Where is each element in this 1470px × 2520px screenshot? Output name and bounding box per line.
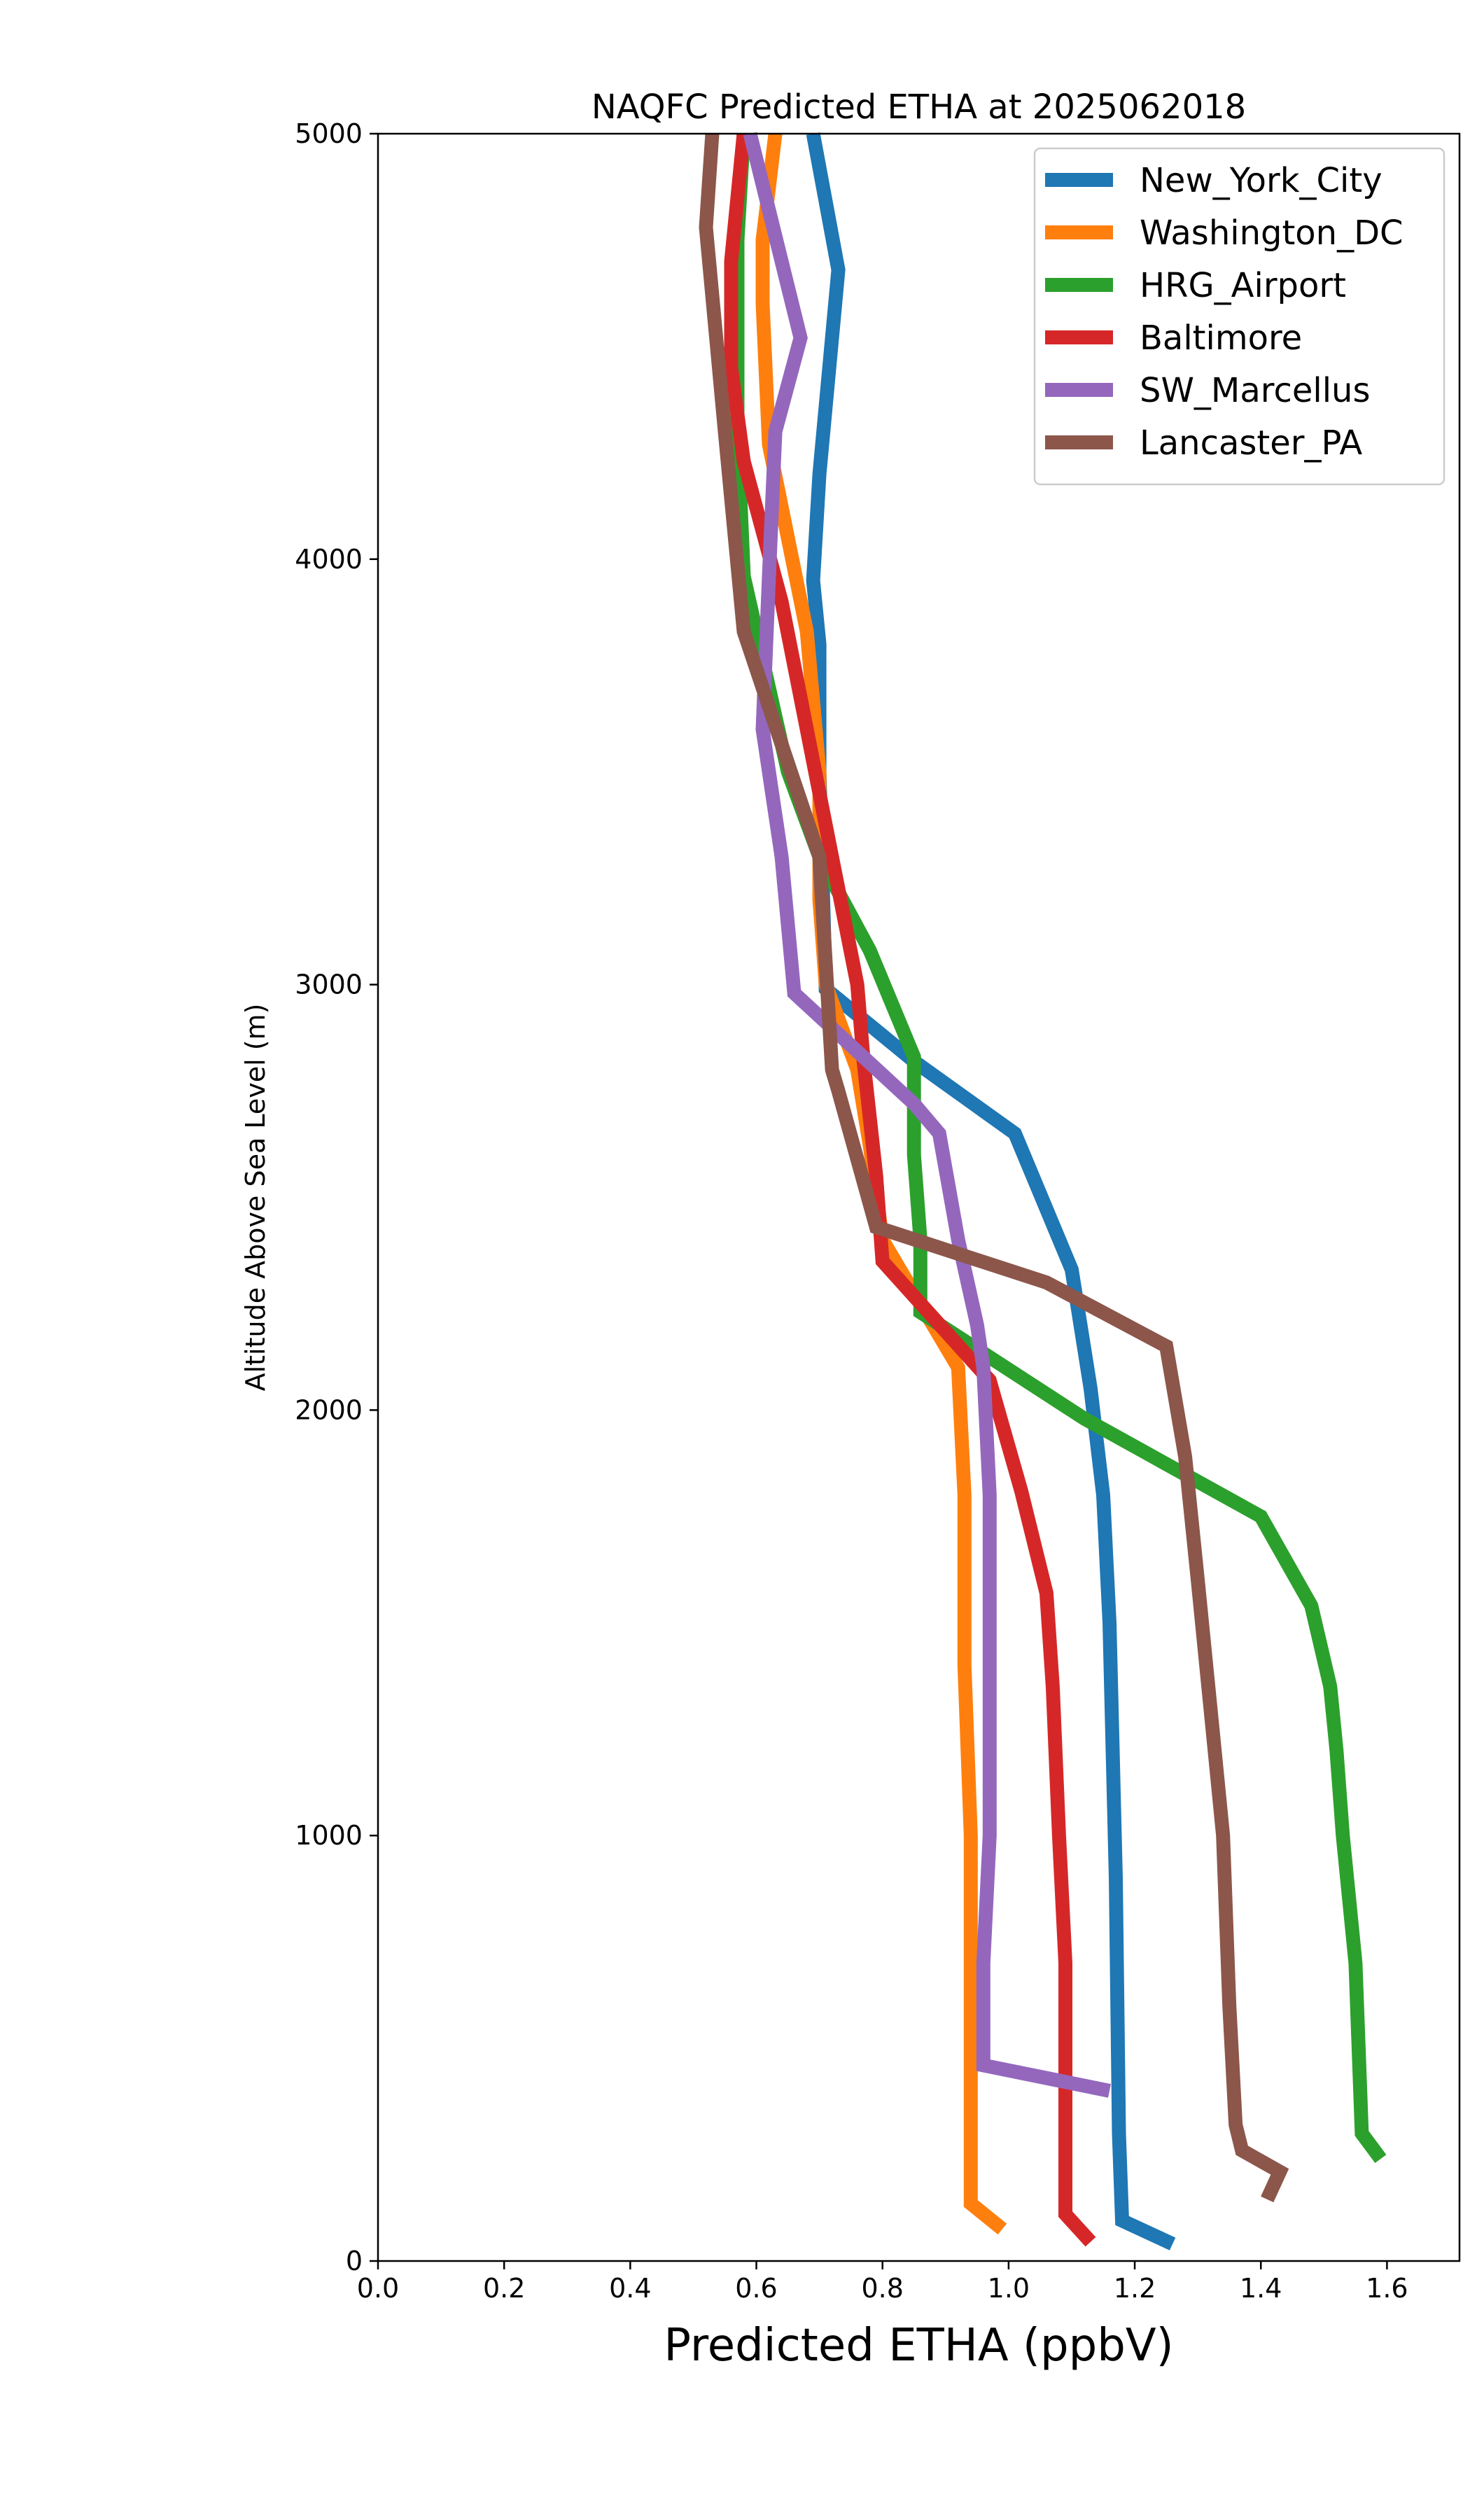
- x-tick-label: 1.4: [1240, 2273, 1282, 2304]
- legend-label: Lancaster_PA: [1140, 424, 1362, 463]
- series-line-hrg-airport: [730, 133, 1387, 2164]
- y-tick-label: 4000: [295, 544, 363, 575]
- legend-label: HRG_Airport: [1140, 266, 1346, 305]
- y-tick-label: 1000: [295, 1820, 363, 1851]
- x-axis-label: Predicted ETHA (ppbV): [664, 2320, 1173, 2372]
- legend-label: Washington_DC: [1140, 214, 1404, 253]
- y-axis-label: Altitude Above Sea Level (m): [240, 1004, 271, 1392]
- x-tick-label: 0.6: [735, 2273, 777, 2304]
- y-tick-label: 3000: [295, 969, 363, 1000]
- legend-label: New_York_City: [1140, 161, 1382, 200]
- x-tick-label: 1.6: [1366, 2273, 1408, 2304]
- legend-box: [1033, 147, 1446, 486]
- series-line-baltimore: [724, 133, 1096, 2247]
- y-tick-label: 2000: [295, 1394, 363, 1425]
- x-tick-label: 0.2: [483, 2273, 525, 2304]
- x-tick-label: 0.8: [861, 2273, 903, 2304]
- series-line-sw-marcellus: [743, 132, 1111, 2098]
- data-layer: [699, 132, 1387, 2250]
- series-line-lancaster-pa: [699, 133, 1289, 2203]
- series-line-new-york-city: [806, 132, 1176, 2250]
- ticks-layer: 0.0 0.2 0.4 0.6 0.8 1.0 1.2 1.4 1.6 0 1000 2000 3000…: [295, 118, 1408, 2304]
- y-tick-label: 5000: [295, 118, 363, 149]
- axes-frame: [377, 132, 1461, 2262]
- x-tick-label: 0.4: [609, 2273, 651, 2304]
- chart-title: NAQFC Predicted ETHA at 2025062018: [592, 88, 1246, 127]
- legend: New_York_City Washington_DC HRG_Airport Bal…: [1033, 147, 1446, 486]
- legend-label: Baltimore: [1140, 318, 1302, 358]
- x-tick-label: 1.2: [1114, 2273, 1156, 2304]
- legend-label: SW_Marcellus: [1140, 371, 1370, 410]
- x-tick-label: 0.0: [357, 2273, 399, 2304]
- y-tick-label: 0: [346, 2246, 363, 2276]
- x-tick-label: 1.0: [988, 2273, 1030, 2304]
